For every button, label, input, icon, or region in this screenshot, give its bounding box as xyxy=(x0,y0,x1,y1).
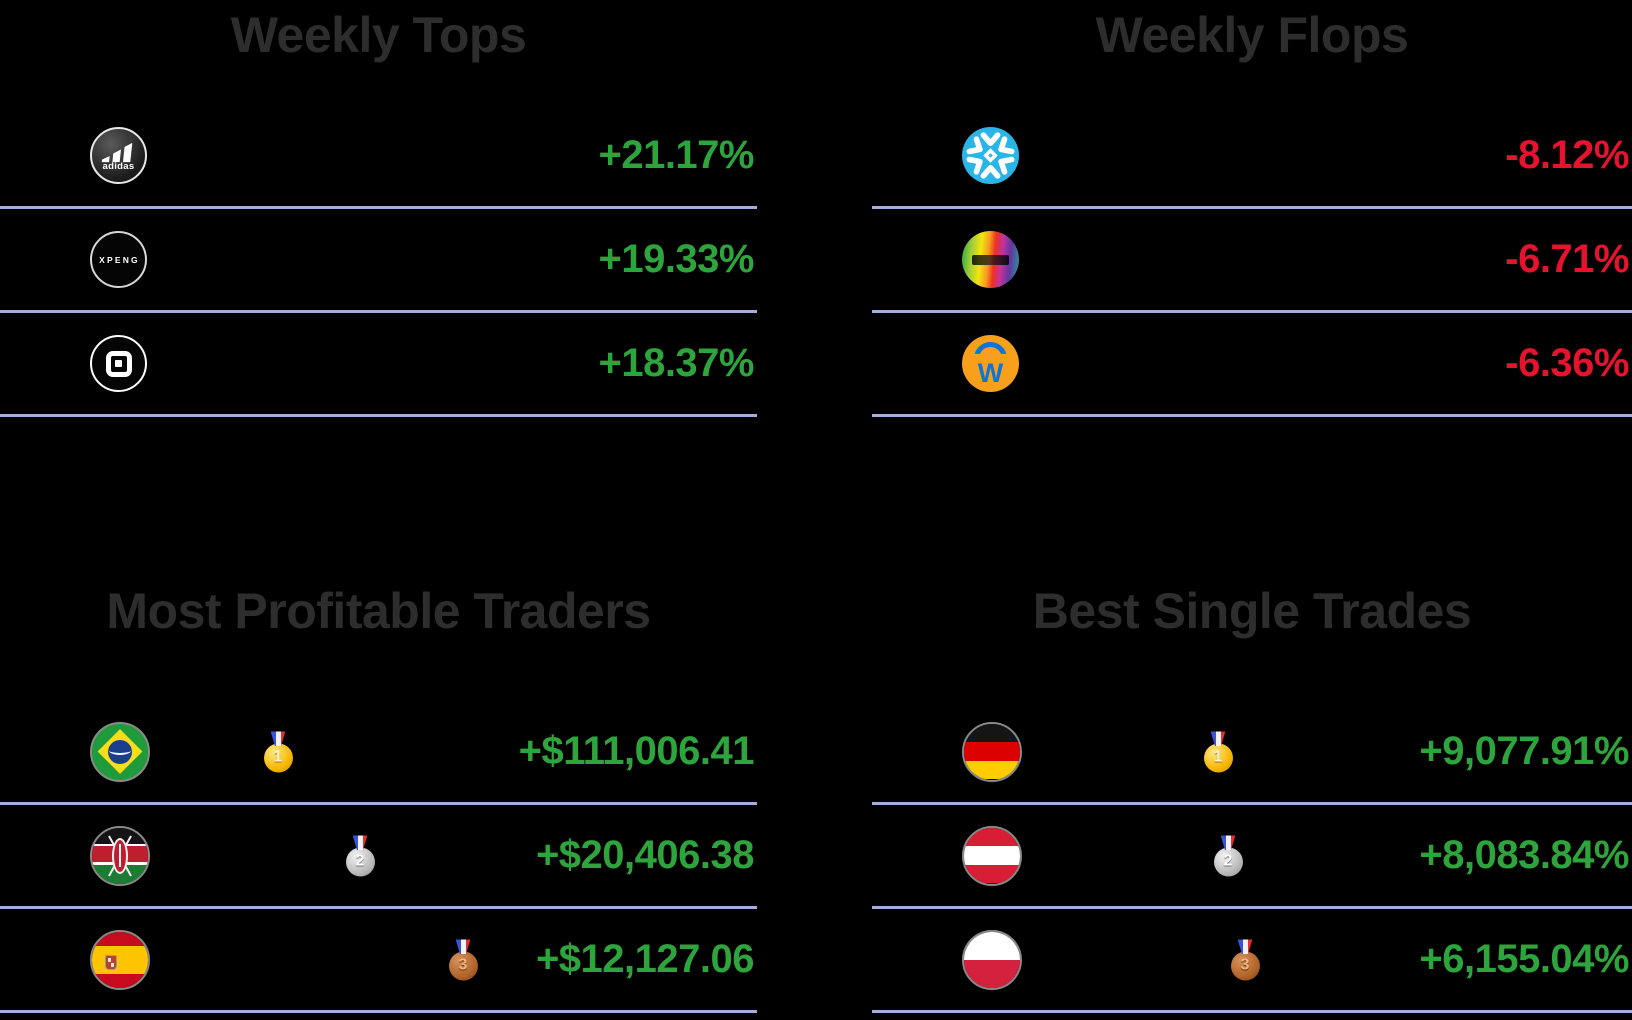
weekly-flops-title: Weekly Flops xyxy=(1095,7,1409,63)
weekly-tops-title: Weekly Tops xyxy=(230,7,527,63)
table-row[interactable]: -6.71% xyxy=(872,209,1632,313)
section-gap xyxy=(0,417,757,580)
profit-value: +$20,406.38 xyxy=(535,833,755,877)
gold-medal-icon: 1 xyxy=(262,731,294,772)
brazil-band xyxy=(109,746,131,755)
table-row[interactable]: adidas +21.17% xyxy=(0,105,757,209)
most-profitable-traders-rows: 1 +$111,006.41 xyxy=(0,701,757,1013)
change-value: -8.12% xyxy=(1505,133,1629,177)
medal-ribbon xyxy=(1210,731,1226,746)
gold-medal-icon: 1 xyxy=(1202,731,1234,772)
change-value: +18.37% xyxy=(598,341,754,385)
snowflake-glyph-icon xyxy=(966,132,1015,179)
square-center-icon xyxy=(115,360,122,367)
best-single-trades-title: Best Single Trades xyxy=(1032,583,1472,639)
spain-coat-of-arms xyxy=(105,954,117,970)
kenya-black-stripe xyxy=(92,827,148,844)
trade-return-value: +6,155.04% xyxy=(1419,937,1629,981)
xpeng-logo-icon: XPENG xyxy=(90,231,147,288)
weekly-flops-rows: -8.12% -6.71% W -6.36% xyxy=(872,105,1632,417)
medal-ribbon xyxy=(352,835,368,850)
kenya-flag-icon xyxy=(90,825,150,886)
profit-value: +$111,006.41 xyxy=(518,729,755,773)
table-row[interactable]: 3 +$12,127.06 xyxy=(0,909,757,1013)
workday-letter: W xyxy=(977,358,1004,388)
poland-white-stripe xyxy=(964,931,1020,960)
table-row[interactable]: +18.37% xyxy=(0,313,757,417)
best-single-trades-panel: Best Single Trades 1 +9,077.91% xyxy=(872,580,1632,1013)
snowflake-logo-icon xyxy=(962,127,1019,184)
austria-red-stripe xyxy=(964,864,1020,884)
most-profitable-traders-title: Most Profitable Traders xyxy=(106,583,651,639)
poland-red-stripe xyxy=(964,959,1020,988)
spain-flag-icon xyxy=(90,929,150,990)
section-gap xyxy=(872,417,1632,580)
square-logo-icon xyxy=(90,335,147,392)
brazil-flag-icon xyxy=(90,721,150,782)
germany-flag-icon xyxy=(962,721,1022,782)
kenya-green-stripe xyxy=(92,864,148,884)
silver-medal-icon: 2 xyxy=(344,835,376,876)
workday-logo-icon: W xyxy=(962,335,1019,392)
change-value: -6.36% xyxy=(1505,341,1629,385)
adidas-stripes-icon xyxy=(101,142,133,163)
austria-white-stripe xyxy=(964,846,1020,865)
best-single-trades-rows: 1 +9,077.91% 2 +8,083.84% xyxy=(872,701,1632,1013)
medal-ribbon xyxy=(1220,835,1236,850)
spain-red-stripe xyxy=(92,931,148,946)
medal-rank: 3 xyxy=(1230,951,1260,980)
weekly-tops-rows: adidas +21.17% XPENG +19.33% +18.37% xyxy=(0,105,757,417)
xpeng-wordmark: XPENG xyxy=(99,254,140,265)
table-row[interactable]: XPENG +19.33% xyxy=(0,209,757,313)
silver-medal-icon: 2 xyxy=(1212,835,1244,876)
table-row[interactable]: -8.12% xyxy=(872,105,1632,209)
weekly-flops-panel: Weekly Flops xyxy=(872,0,1632,417)
germany-gold-stripe xyxy=(964,760,1020,780)
poland-flag-icon xyxy=(962,929,1022,990)
rainbow-gradient-logo-icon xyxy=(962,231,1019,288)
table-row[interactable]: 2 +$20,406.38 xyxy=(0,805,757,909)
table-row[interactable]: W -6.36% xyxy=(872,313,1632,417)
medal-rank: 2 xyxy=(1213,847,1243,876)
spain-red-stripe xyxy=(92,973,148,988)
bronze-medal-icon: 3 xyxy=(1229,939,1261,980)
table-row[interactable]: 1 +9,077.91% xyxy=(872,701,1632,805)
table-row[interactable]: 1 +$111,006.41 xyxy=(0,701,757,805)
weekly-tops-panel: Weekly Tops adidas +21.17% xyxy=(0,0,757,417)
medal-ribbon xyxy=(455,939,471,954)
medal-rank: 1 xyxy=(263,743,293,772)
medal-ribbon xyxy=(270,731,286,746)
medal-rank: 2 xyxy=(345,847,375,876)
table-row[interactable]: 3 +6,155.04% xyxy=(872,909,1632,1013)
table-row[interactable]: 2 +8,083.84% xyxy=(872,805,1632,909)
square-outline-icon xyxy=(105,350,132,377)
change-value: +21.17% xyxy=(598,133,754,177)
trade-return-value: +8,083.84% xyxy=(1419,833,1629,877)
germany-black-stripe xyxy=(964,723,1020,743)
kenya-shield xyxy=(112,837,128,874)
austria-flag-icon xyxy=(962,825,1022,886)
medal-rank: 3 xyxy=(448,951,478,980)
austria-red-stripe xyxy=(964,827,1020,847)
profit-value: +$12,127.06 xyxy=(535,937,755,981)
medal-ribbon xyxy=(1237,939,1253,954)
adidas-wordmark: adidas xyxy=(102,161,135,172)
trade-return-value: +9,077.91% xyxy=(1419,729,1629,773)
medal-rank: 1 xyxy=(1203,743,1233,772)
most-profitable-traders-panel: Most Profitable Traders 1 +$111,006.41 xyxy=(0,580,757,1013)
spain-yellow-stripe xyxy=(92,945,148,974)
change-value: -6.71% xyxy=(1505,237,1629,281)
rainbow-wordmark-band xyxy=(972,254,1009,265)
adidas-logo-icon: adidas xyxy=(90,127,147,184)
bronze-medal-icon: 3 xyxy=(447,939,479,980)
germany-red-stripe xyxy=(964,742,1020,761)
change-value: +19.33% xyxy=(598,237,754,281)
